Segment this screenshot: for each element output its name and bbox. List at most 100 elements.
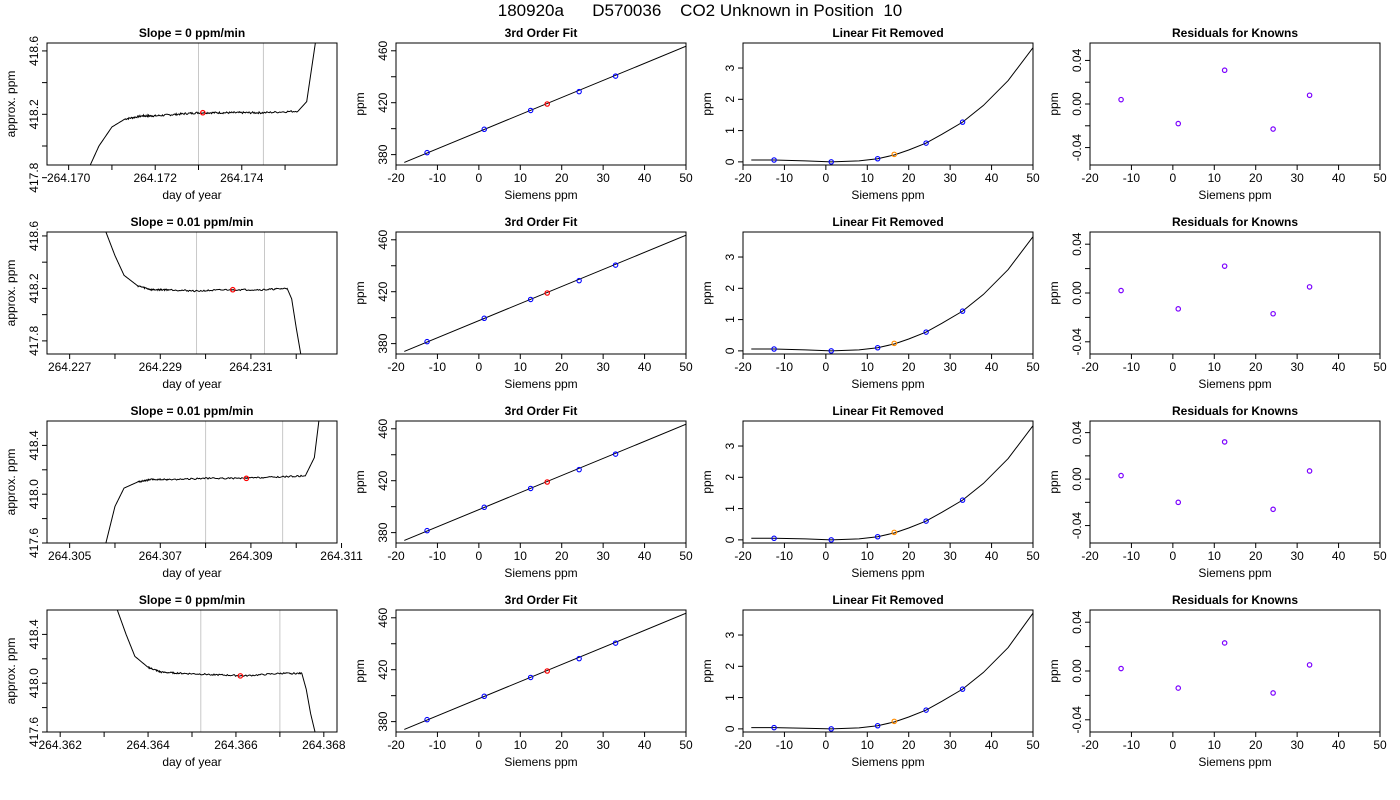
x-tick-label: 264.170	[47, 171, 91, 185]
known-point	[576, 277, 582, 284]
y-axis-label: ppm	[700, 659, 714, 682]
x-tick-label: 30	[943, 738, 957, 752]
known-point	[424, 527, 430, 534]
plot-frame	[1089, 231, 1381, 355]
y-tick-label: 0.00	[1070, 281, 1084, 305]
unknown-point	[237, 673, 244, 679]
x-axis-label: Siemens ppm	[504, 377, 577, 391]
y-axis-label: ppm	[353, 659, 367, 682]
x-axis-label: Siemens ppm	[851, 377, 924, 391]
residual-point	[1270, 126, 1276, 132]
residual-point	[1118, 665, 1124, 672]
plot-frame	[395, 420, 687, 544]
y-tick-label: 460	[376, 229, 390, 249]
known-point	[959, 497, 966, 503]
y-tick-label: -0.04	[1070, 134, 1084, 162]
unknown-point	[891, 151, 898, 158]
plot-area	[1118, 263, 1313, 317]
y-tick-label: 3	[723, 442, 737, 449]
panel-2-0: Slope = 0.01 ppm/min 264.305 264.307 264.30…	[4, 404, 363, 580]
x-tick-label: 264.311	[320, 549, 363, 563]
x-tick-label: 30	[1290, 549, 1304, 563]
known-point	[424, 338, 430, 345]
x-tick-label: 40	[638, 549, 652, 563]
x-tick-label: -10	[776, 738, 794, 752]
known-point	[527, 485, 534, 492]
residual-point	[1221, 67, 1228, 74]
known-point	[527, 296, 534, 303]
known-point	[959, 308, 966, 314]
known-point	[923, 518, 929, 524]
residual-point	[1221, 263, 1228, 269]
panel-3-0: Slope = 0 ppm/min 264.362 264.364 264.366 26…	[4, 593, 346, 769]
known-point	[874, 155, 881, 162]
x-tick-label: 50	[1373, 360, 1387, 374]
y-tick-label: 418.6	[27, 221, 41, 251]
x-tick-label: -20	[387, 171, 405, 185]
x-axis-label: day of year	[162, 566, 221, 580]
x-axis-label: Siemens ppm	[1198, 377, 1271, 391]
known-point	[424, 716, 430, 723]
panel-title: Slope = 0 ppm/min	[139, 26, 245, 40]
y-tick-label: -0.04	[1070, 706, 1084, 734]
residual-point	[1221, 439, 1228, 445]
panel-1-1: 3rd Order Fit -20 -10 0 10 20 30 40 50 380 420 460 S…	[353, 215, 693, 391]
x-tick-label: 50	[679, 360, 693, 374]
known-point	[874, 722, 881, 729]
y-axis-label: approx. ppm	[4, 638, 18, 705]
page-title: 180920a D570036 CO2 Unknown in Position …	[497, 1, 903, 20]
plot-area	[105, 421, 320, 543]
panel-1-0: Slope = 0.01 ppm/min 264.227 264.229 264.23…	[4, 215, 338, 391]
x-tick-label: 30	[943, 549, 957, 563]
known-point	[771, 157, 777, 163]
x-tick-label: 264.231	[229, 360, 273, 374]
panel-2-1: 3rd Order Fit -20 -10 0 10 20 30 40 50 380 420 460 S…	[353, 404, 693, 580]
x-tick-label: 0	[823, 549, 830, 563]
x-tick-label: 10	[861, 360, 875, 374]
x-tick-label: -10	[429, 171, 447, 185]
x-tick-label: 30	[943, 360, 957, 374]
y-tick-label: 1	[723, 505, 737, 512]
x-axis-label: Siemens ppm	[1198, 755, 1271, 769]
y-tick-label: 0	[723, 347, 737, 354]
y-tick-label: 0.00	[1070, 659, 1084, 683]
x-tick-label: 10	[861, 549, 875, 563]
curve-line	[751, 236, 1033, 352]
residual-point	[1306, 92, 1313, 99]
x-tick-label: 40	[1332, 360, 1346, 374]
x-tick-label: -10	[429, 738, 447, 752]
x-tick-label: -10	[1123, 738, 1141, 752]
x-tick-label: 20	[902, 360, 916, 374]
y-tick-label: -0.04	[1070, 512, 1084, 540]
residual-point	[1306, 468, 1313, 474]
panel-title: 3rd Order Fit	[505, 404, 578, 418]
x-tick-label: 264.368	[302, 738, 346, 752]
x-tick-label: 10	[861, 738, 875, 752]
y-tick-label: 3	[723, 253, 737, 260]
time-trace-line	[116, 610, 316, 732]
x-tick-label: 50	[1373, 738, 1387, 752]
plot-frame	[46, 420, 338, 544]
x-tick-label: 264.366	[214, 738, 258, 752]
y-tick-label: 0	[723, 158, 737, 165]
x-tick-label: 20	[555, 738, 569, 752]
unknown-point	[243, 475, 250, 482]
y-tick-label: 0.00	[1070, 467, 1084, 491]
y-tick-label: 1	[723, 127, 737, 134]
y-tick-label: 420	[376, 281, 390, 301]
y-tick-label: 418.2	[27, 99, 41, 129]
panel-2-2: Linear Fit Removed -20 -10 0 10 20 30 40 50 0 1 2 3 S…	[700, 404, 1040, 580]
plot-area	[404, 423, 686, 541]
x-tick-label: 40	[985, 738, 999, 752]
x-tick-label: -10	[1123, 360, 1141, 374]
panel-title: 3rd Order Fit	[505, 215, 578, 229]
y-tick-label: 380	[376, 522, 390, 542]
plot-area	[751, 425, 1033, 543]
y-tick-label: 418.0	[27, 668, 41, 698]
y-axis-label: ppm	[1047, 659, 1061, 682]
y-axis-label: approx. ppm	[4, 71, 18, 138]
plot-area	[1118, 67, 1313, 132]
x-tick-label: 10	[514, 549, 528, 563]
time-trace-line	[105, 421, 320, 543]
